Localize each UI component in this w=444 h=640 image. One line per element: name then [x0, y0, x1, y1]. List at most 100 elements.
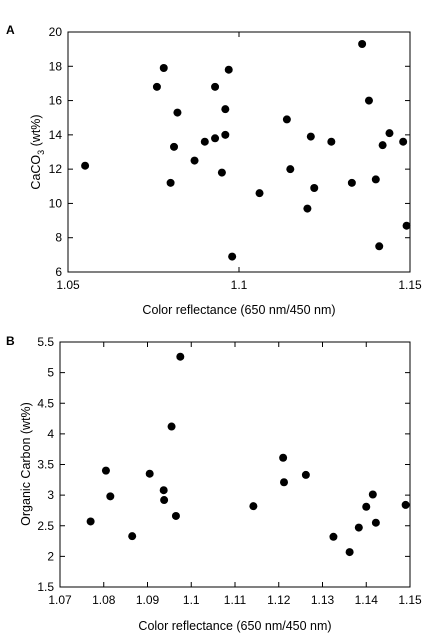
chart-b-x-tick-label: 1.1: [183, 593, 200, 607]
chart-a-data-point: [81, 161, 90, 170]
chart-a-y-tick-label: 14: [49, 128, 63, 142]
y-axis-label-a-main: CaCO: [29, 155, 43, 190]
chart-a-data-point: [371, 175, 380, 184]
chart-b-data-point: [279, 453, 288, 462]
y-axis-b: 1.5 2 2.5 3 3.5 4 4.5 5 5.5: [37, 335, 410, 594]
chart-b-data-point: [249, 502, 258, 511]
chart-b-y-tick-label: 4.5: [37, 396, 54, 410]
chart-a-data-point: [385, 129, 394, 138]
chart-b-data-point: [362, 502, 371, 511]
chart-a: A 1.05 1.1 1.15 6 8 10 12 14 16 18 20 Color refle…: [6, 23, 422, 317]
chart-a-y-tick-label: 10: [49, 196, 63, 210]
scatter-points-b: [86, 352, 410, 557]
chart-a-data-point: [255, 189, 264, 198]
chart-b-y-tick-label: 5: [47, 366, 54, 380]
chart-b-x-tick-label: 1.08: [92, 593, 116, 607]
chart-a-data-point: [221, 130, 230, 139]
chart-b-x-tick-label: 1.11: [224, 593, 247, 607]
chart-a-y-tick-label: 20: [49, 25, 63, 39]
scatter-points-a: [81, 40, 411, 261]
chart-a-data-point: [375, 242, 384, 251]
chart-a-data-point: [211, 82, 220, 91]
x-axis-label-b: Color reflectance (650 nm/450 nm): [138, 619, 331, 633]
chart-a-y-tick-label: 6: [55, 265, 62, 279]
chart-a-data-point: [399, 137, 408, 146]
plot-frame-b: [59, 341, 411, 588]
chart-b-x-tick-label: 1.14: [355, 593, 379, 607]
chart-b-data-point: [301, 470, 310, 479]
chart-a-data-point: [303, 204, 312, 213]
chart-b-data-point: [160, 496, 169, 505]
chart-a-data-point: [358, 40, 367, 48]
chart-a-data-point: [166, 178, 175, 187]
chart-b-data-point: [101, 466, 110, 475]
chart-b-data-point: [171, 511, 180, 520]
chart-a-data-point: [286, 165, 295, 174]
chart-b-data-point: [159, 486, 168, 495]
chart-a-y-tick-label: 8: [55, 231, 62, 245]
chart-b-x-tick-label: 1.07: [48, 593, 72, 607]
plot-frame-a: [67, 31, 411, 273]
chart-b-data-point: [145, 469, 154, 478]
chart-b-y-tick-label: 2.5: [37, 519, 54, 533]
panel-label-b: B: [6, 334, 15, 348]
chart-b-data-point: [371, 518, 380, 527]
chart-a-data-point: [217, 168, 226, 177]
chart-a-data-point: [190, 156, 199, 165]
y-axis-label-a: CaCO3 (wt%): [29, 114, 46, 189]
y-axis-label-b: Organic Carbon (wt%): [19, 402, 33, 526]
x-axis-b: 1.07 1.08 1.09 1.1 1.11 1.12 1.13 1.14 1.15: [48, 342, 422, 607]
chart-a-data-point: [228, 252, 237, 261]
chart-a-data-point: [402, 221, 411, 230]
chart-b-x-tick-label: 1.12: [267, 593, 291, 607]
chart-b-y-tick-label: 5.5: [37, 335, 54, 349]
chart-a-data-point: [282, 115, 291, 124]
chart-b-y-tick-label: 4: [47, 427, 54, 441]
chart-a-data-point: [306, 132, 315, 141]
chart-b-data-point: [86, 517, 95, 526]
chart-a-x-tick-label: 1.05: [56, 278, 80, 292]
chart-b-data-point: [345, 548, 354, 557]
chart-a-data-point: [364, 96, 373, 105]
chart-b-y-tick-label: 2: [47, 549, 54, 563]
x-axis-label-a: Color reflectance (650 nm/450 nm): [142, 303, 335, 317]
chart-a-data-point: [378, 141, 387, 150]
chart-b-x-tick-label: 1.15: [398, 593, 422, 607]
chart-a-y-tick-label: 12: [49, 162, 63, 176]
chart-b-data-point: [401, 500, 410, 509]
chart-b-data-point: [280, 478, 288, 487]
y-axis-a: 6 8 10 12 14 16 18 20: [49, 25, 410, 279]
chart-a-data-point: [310, 184, 319, 192]
chart-a-data-point: [224, 65, 233, 74]
chart-a-y-tick-label: 16: [49, 94, 63, 108]
y-axis-label-a-subscript: 3: [36, 150, 46, 155]
chart-a-data-point: [152, 82, 161, 91]
chart-b-y-tick-label: 1.5: [37, 580, 54, 594]
chart-b-data-point: [368, 490, 377, 499]
chart-a-data-point: [221, 105, 230, 114]
chart-b-data-point: [167, 422, 176, 431]
chart-a-y-tick-label: 18: [49, 59, 63, 73]
chart-a-data-point: [159, 64, 168, 72]
chart-b: B 1.07 1.08 1.09 1.1 1.11 1.12 1.13 1.14 1.15 1.…: [6, 334, 422, 633]
chart-b-data-point: [106, 492, 115, 501]
chart-b-y-tick-label: 3.5: [37, 458, 54, 472]
y-axis-label-a-units: (wt%): [29, 114, 43, 149]
chart-a-data-point: [211, 134, 220, 143]
chart-a-data-point: [173, 108, 182, 117]
chart-a-data-point: [200, 137, 209, 146]
chart-b-x-tick-label: 1.09: [136, 593, 160, 607]
chart-b-data-point: [128, 532, 137, 541]
x-axis-a: 1.05 1.1 1.15: [56, 32, 422, 292]
chart-a-x-tick-label: 1.15: [398, 278, 422, 292]
chart-a-data-point: [170, 142, 179, 151]
chart-a-x-tick-label: 1.1: [231, 278, 248, 292]
chart-a-data-point: [327, 137, 336, 146]
chart-a-data-point: [347, 178, 356, 187]
chart-b-y-tick-label: 3: [47, 488, 54, 502]
panel-label-a: A: [6, 23, 15, 37]
chart-b-data-point: [329, 532, 338, 541]
chart-b-x-tick-label: 1.13: [311, 593, 335, 607]
chart-b-data-point: [176, 352, 185, 361]
